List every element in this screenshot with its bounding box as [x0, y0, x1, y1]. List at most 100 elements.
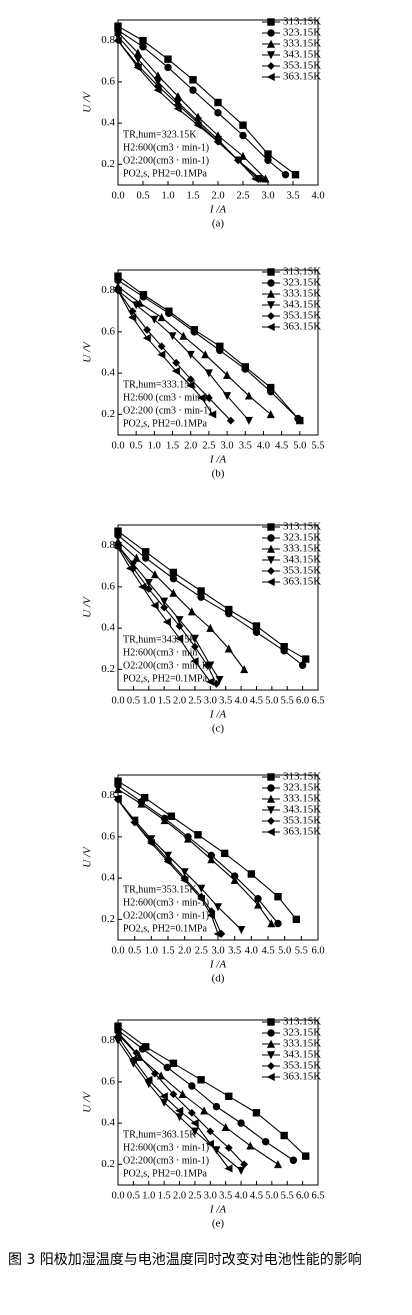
marker: [130, 818, 139, 827]
x-tick-label: 5.0: [265, 1190, 278, 1201]
legend-marker: [266, 1051, 276, 1060]
x-tick-label: 1.0: [161, 190, 174, 201]
series-line: [117, 545, 217, 685]
legend-marker: [266, 544, 276, 553]
x-tick-label: 5.5: [295, 945, 308, 956]
legend-label: 313.15K: [283, 771, 321, 783]
x-tick-label: 0.0: [111, 695, 124, 706]
marker: [301, 655, 310, 663]
marker: [186, 375, 195, 384]
marker: [206, 1127, 215, 1136]
x-tick-label: 3.5: [219, 695, 232, 706]
series-line: [117, 530, 306, 660]
marker: [125, 564, 135, 573]
marker: [197, 593, 205, 601]
marker: [225, 1092, 233, 1101]
legend-label: 343.15K: [283, 1049, 321, 1061]
legend-label: 363.15K: [283, 321, 321, 333]
x-tick-label: 5.5: [311, 440, 324, 451]
x-tick-label: 1.0: [142, 1190, 155, 1201]
marker: [172, 358, 181, 367]
x-tick-label: 1.0: [148, 440, 161, 451]
y-tick-label: 0.6: [101, 75, 115, 87]
marker: [204, 369, 213, 378]
y-tick-label: 0.2: [101, 158, 115, 170]
x-tick-label: 5.5: [281, 1190, 294, 1201]
marker: [165, 309, 173, 318]
marker: [215, 675, 224, 685]
marker: [213, 929, 222, 938]
series-line: [117, 275, 301, 421]
legend-label: 333.15K: [283, 793, 321, 805]
y-tick-label: 0.2: [101, 913, 115, 925]
marker: [159, 1092, 168, 1101]
legend-marker: [267, 62, 275, 70]
x-tick-label: 3.0: [204, 1190, 217, 1201]
marker: [160, 603, 169, 612]
panel: 0.20.40.60.80.0 0.5 1.0 1.5 2.0 2.5 3.0 3.5 4.0 4…: [82, 771, 325, 985]
marker: [157, 350, 166, 359]
marker: [164, 63, 172, 72]
annotation: TR,hum=333.15K: [123, 379, 197, 390]
series-line: [117, 286, 272, 415]
legend-marker: [267, 817, 275, 825]
legend-marker: [266, 322, 275, 332]
y-axis-label: U /V: [82, 596, 94, 618]
marker: [274, 919, 282, 928]
x-tick-label: 5.0: [265, 695, 278, 706]
marker: [189, 86, 197, 94]
marker: [230, 875, 239, 884]
x-tick-label: 2.5: [195, 945, 208, 956]
marker: [187, 1108, 196, 1117]
x-tick-label: 2.5: [188, 695, 201, 706]
annotation: O2:200(cm3 · min-1): [123, 155, 209, 166]
y-tick-label: 0.6: [101, 580, 115, 592]
legend-label: 353.15K: [283, 1060, 321, 1072]
marker: [162, 617, 171, 626]
marker: [261, 1137, 270, 1146]
y-tick-label: 0.4: [101, 367, 115, 379]
marker: [246, 1141, 255, 1150]
y-axis-label: U /V: [82, 341, 94, 363]
marker: [244, 391, 253, 400]
x-tick-label: 3.0: [204, 695, 217, 706]
legend-marker: [266, 556, 276, 565]
y-tick-label: 0.2: [101, 408, 115, 420]
marker: [264, 156, 272, 164]
marker: [160, 597, 169, 606]
marker: [289, 1156, 298, 1164]
marker: [208, 410, 217, 419]
legend-label: 323.15K: [283, 1027, 321, 1039]
marker: [175, 622, 184, 630]
marker: [197, 1076, 205, 1084]
legend-label: 353.15K: [283, 60, 321, 72]
x-tick-label: 1.0: [142, 695, 155, 706]
marker: [180, 876, 189, 885]
marker: [113, 543, 122, 552]
marker: [237, 925, 246, 935]
marker: [194, 831, 202, 839]
marker: [190, 657, 199, 666]
annotation: TR,hum=363.15K: [123, 1129, 197, 1140]
marker: [113, 286, 122, 295]
marker: [281, 170, 290, 179]
marker: [205, 677, 215, 686]
x-tick-label: 4.5: [250, 1190, 263, 1201]
x-tick-label: 1.5: [158, 1190, 171, 1201]
marker: [205, 1139, 215, 1148]
marker: [129, 560, 138, 569]
series-line: [117, 788, 272, 924]
legend-marker: [266, 1072, 275, 1082]
x-tick-label: 1.5: [186, 190, 199, 201]
plot-frame: [117, 1019, 319, 1186]
x-tick-label: 2.0: [184, 440, 197, 451]
legend-marker: [267, 567, 275, 575]
marker: [138, 1045, 147, 1053]
marker: [239, 131, 247, 140]
marker: [144, 579, 153, 588]
annotation: O2:200(cm3 · min-1): [123, 910, 209, 921]
panel: 0.20.40.60.80.0 0.5 1.0 1.5 2.0 2.5 3.0 3.5 4.0 4…: [82, 1016, 325, 1230]
marker: [150, 315, 159, 324]
marker: [237, 1119, 245, 1127]
